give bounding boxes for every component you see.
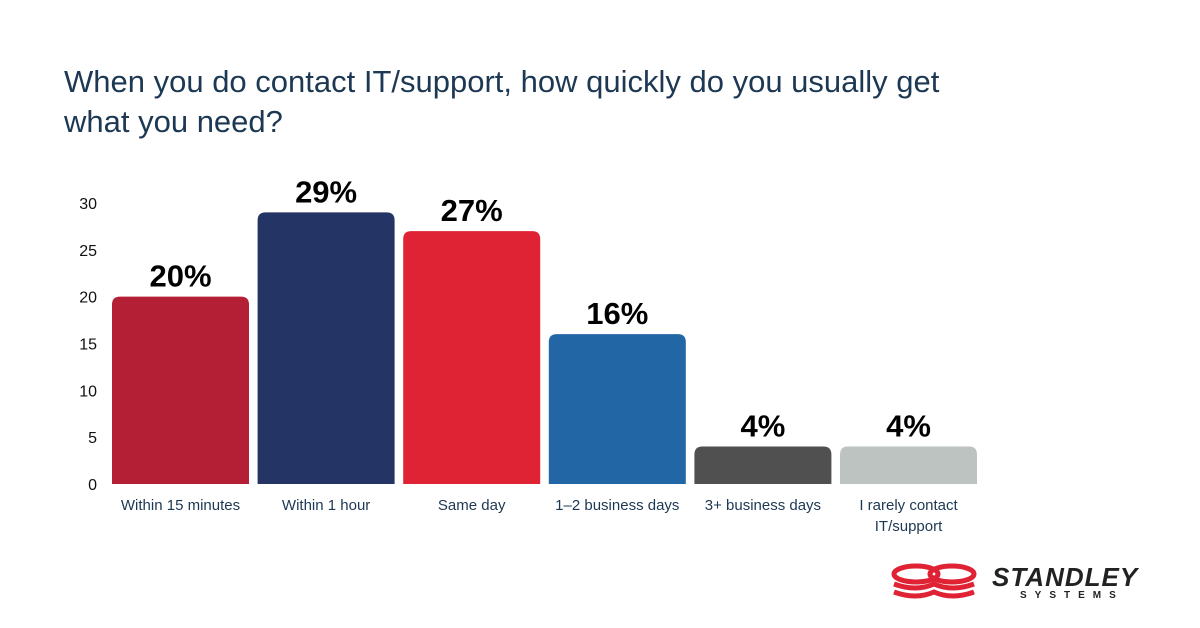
- bar: [112, 296, 249, 484]
- x-tick-label: 1–2 business days: [555, 497, 679, 514]
- data-label: 16%: [586, 296, 648, 331]
- x-tick-label: Within 15 minutes: [121, 497, 240, 514]
- data-label: 4%: [740, 409, 785, 444]
- y-tick-label: 30: [79, 196, 97, 213]
- data-label: 4%: [886, 409, 931, 444]
- x-tick-label: I rarely contact IT/support: [859, 497, 958, 535]
- bar: [548, 334, 686, 484]
- bar: [403, 231, 541, 484]
- data-label: 20%: [149, 259, 211, 294]
- logo-mark-icon: [891, 563, 977, 599]
- logo-sub: SYSTEMS: [1020, 590, 1124, 601]
- logo-name: STANDLEY: [992, 562, 1139, 592]
- y-tick-label: 25: [79, 243, 97, 260]
- y-tick-label: 10: [79, 383, 97, 400]
- data-label: 27%: [441, 193, 503, 228]
- bar-chart: 0 5 10 15 20 25 30 20% Within 15 minutes 29% Withi…: [79, 174, 977, 535]
- bar: [257, 212, 395, 484]
- x-tick-label: Same day: [438, 497, 506, 514]
- y-tick-label: 0: [88, 477, 97, 494]
- x-tick-label: Within 1 hour: [282, 497, 370, 514]
- standley-systems-logo: STANDLEY SYSTEMS: [890, 560, 1170, 605]
- y-tick-label: 15: [79, 337, 97, 354]
- data-label: 29%: [295, 174, 357, 209]
- y-tick-label: 20: [79, 290, 97, 307]
- bar: [840, 446, 977, 484]
- bar: [694, 446, 832, 484]
- chart-title: When you do contact IT/support, how quic…: [64, 64, 940, 139]
- y-tick-label: 5: [88, 430, 97, 447]
- x-tick-label: 3+ business days: [705, 497, 821, 514]
